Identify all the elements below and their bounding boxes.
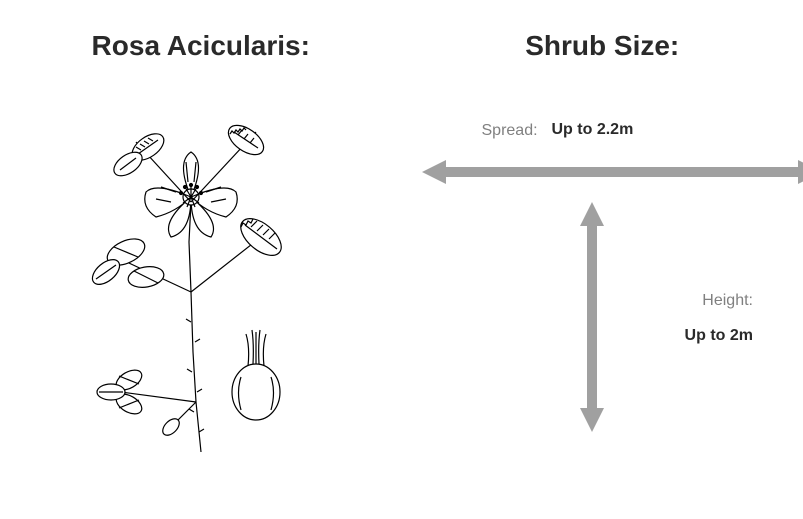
plant-title: Rosa Acicularis: (20, 30, 382, 62)
spread-label: Spread: (482, 122, 538, 140)
left-panel: Rosa Acicularis: (0, 0, 402, 519)
height-label: Height: (702, 292, 753, 310)
plant-illustration (20, 82, 382, 462)
rose-botanical-icon (61, 82, 341, 462)
right-panel: Shrub Size: Spread: Up to 2.2m Height: U… (402, 0, 803, 519)
spread-value: Up to 2.2m (552, 121, 634, 139)
size-diagram: Spread: Up to 2.2m Height: Up to 2m (422, 102, 784, 482)
height-arrow-icon (572, 202, 612, 432)
height-value: Up to 2m (685, 327, 753, 345)
size-title: Shrub Size: (422, 30, 784, 62)
spread-arrow-icon (422, 152, 803, 192)
